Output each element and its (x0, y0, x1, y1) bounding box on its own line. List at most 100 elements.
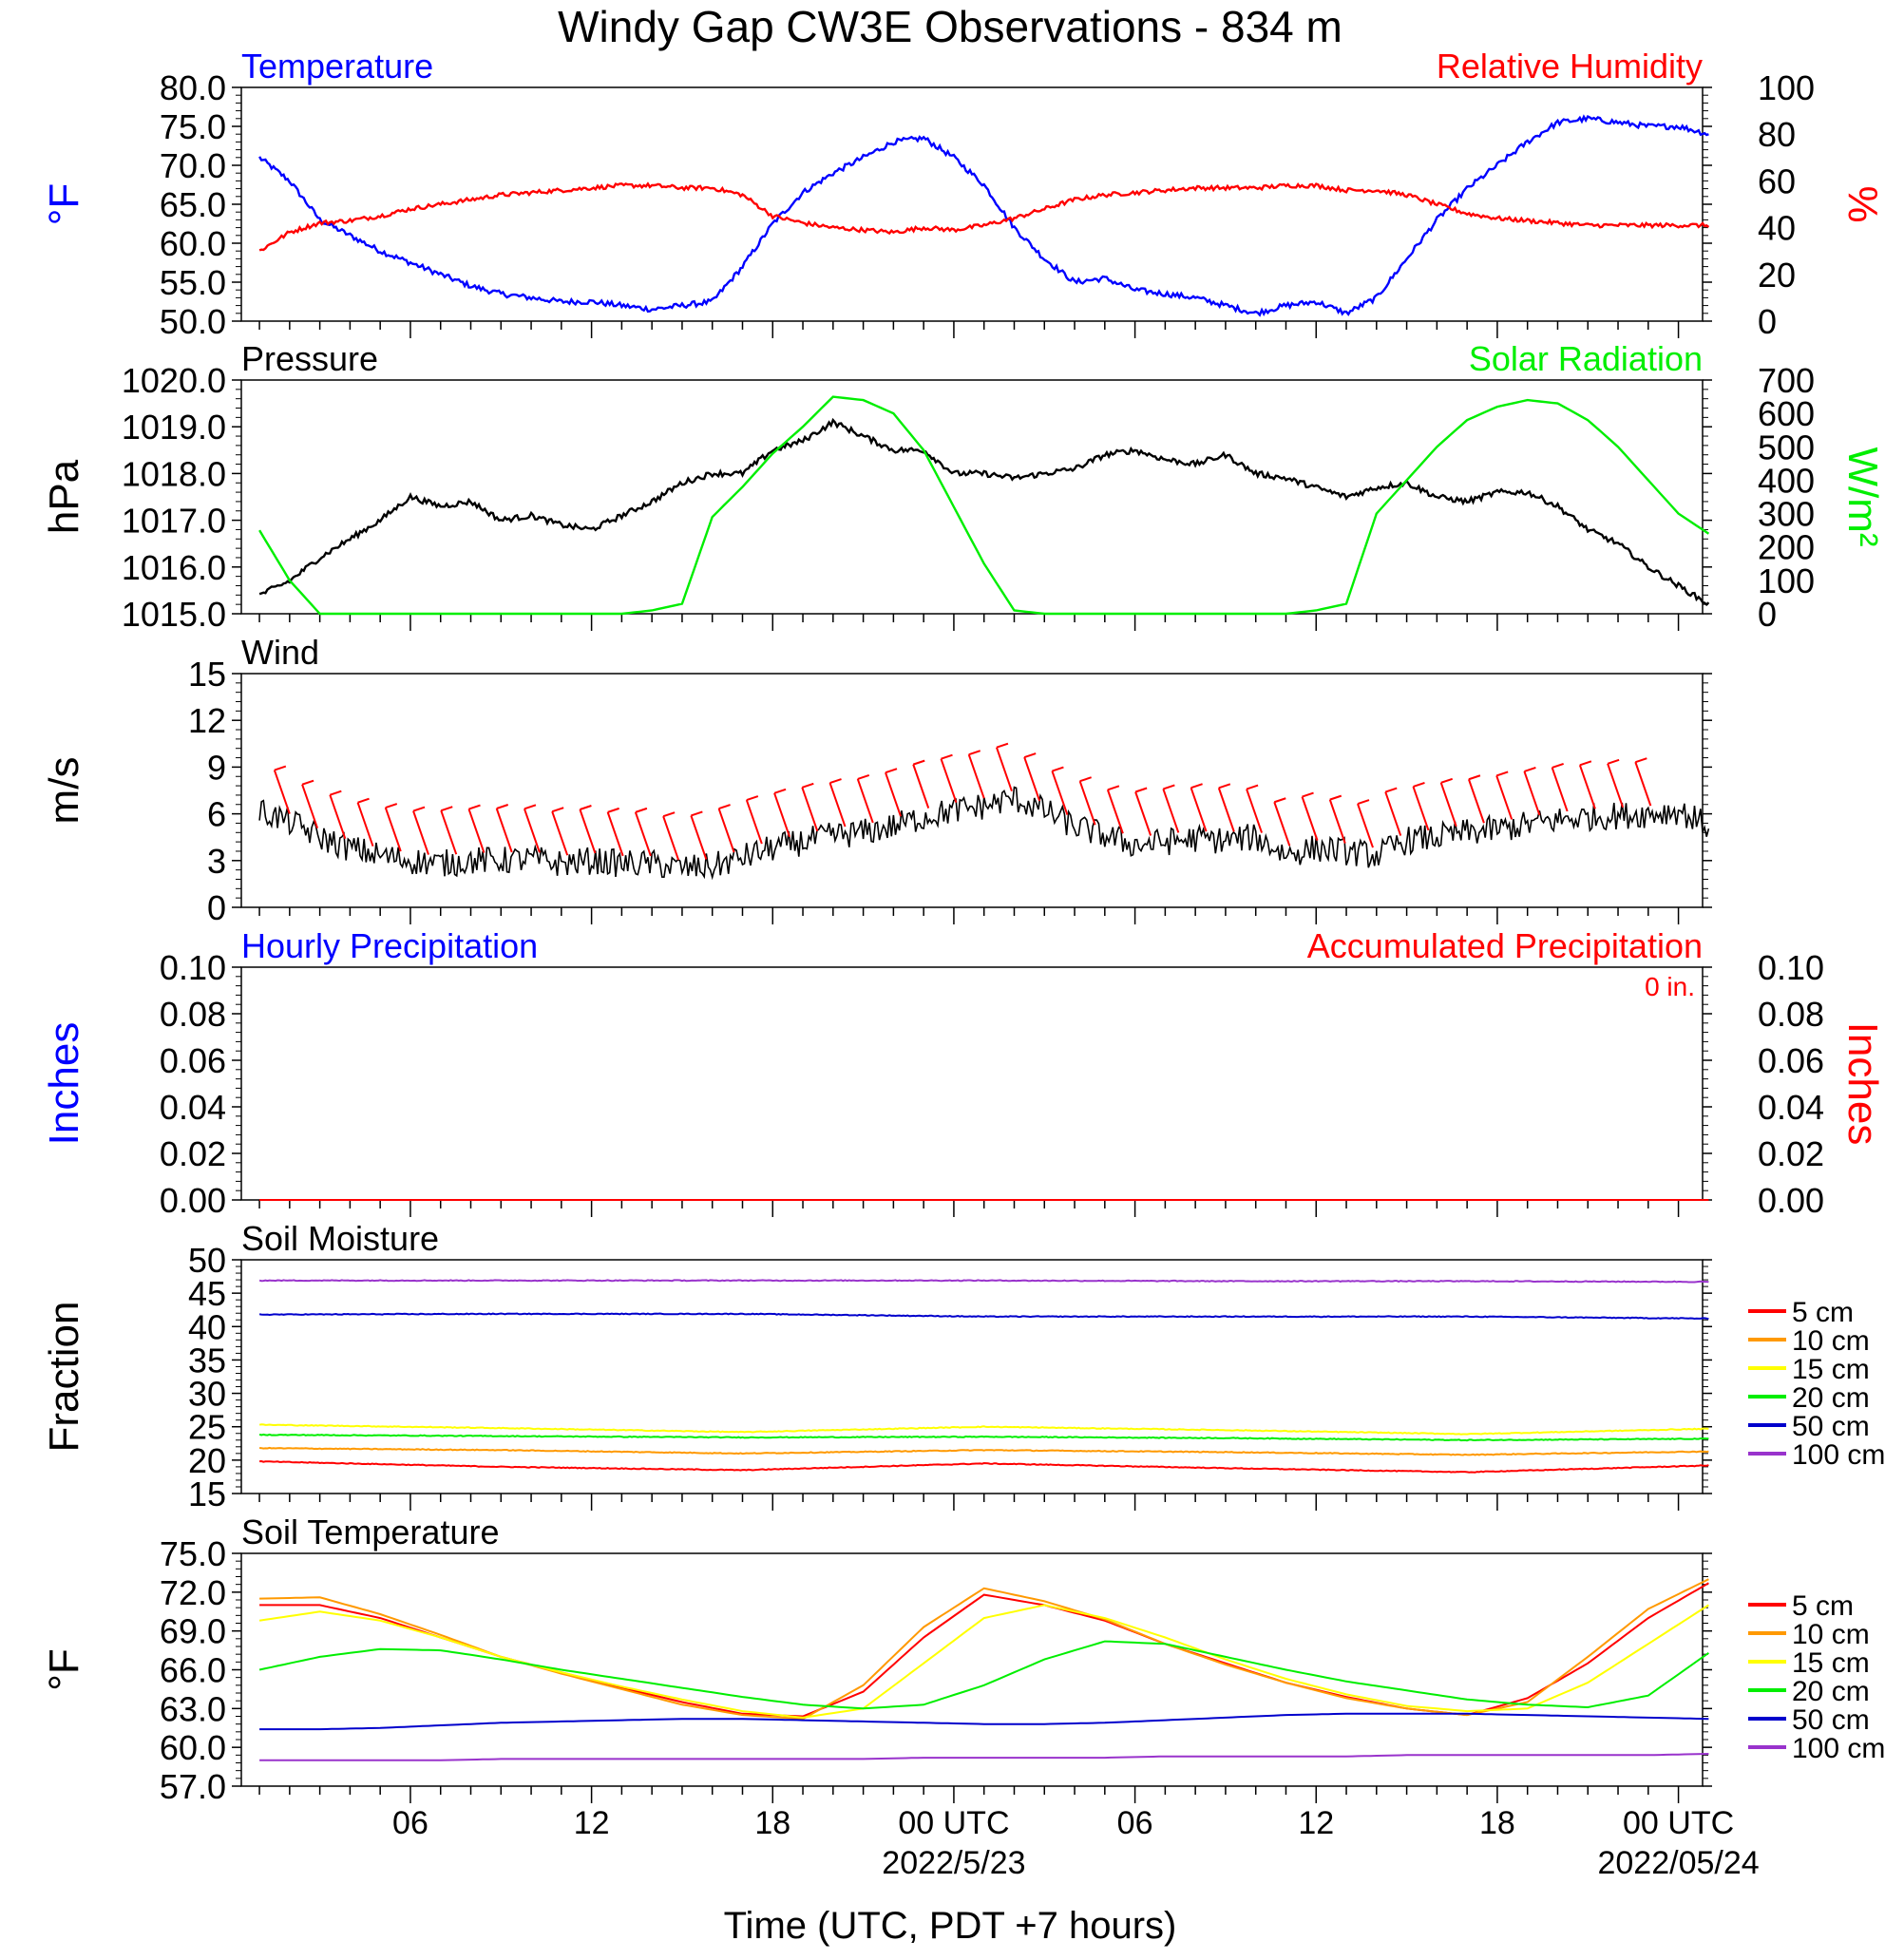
wind-barb-flag (607, 807, 619, 813)
panel-title-left: Wind (241, 633, 319, 672)
wind-barb-shaft (1023, 756, 1041, 802)
y-tick-label-left: 80.0 (160, 68, 226, 107)
wind-barb-shaft (273, 770, 291, 814)
wind-barb-flag (385, 803, 398, 809)
y-tick-label-left: 72.0 (160, 1573, 226, 1612)
y-tick-label-left: 1015.0 (122, 595, 226, 634)
wind-barb-flag (496, 804, 509, 809)
wind-barb-flag (1579, 760, 1592, 767)
wind-barb-shaft (384, 807, 402, 852)
panel-annotation: 0 in. (1645, 972, 1695, 1001)
wind-barb-shaft (1412, 786, 1430, 831)
wind-barb-shaft (495, 808, 513, 853)
panel-frame (240, 1259, 1704, 1494)
wind-barb-flag (662, 811, 676, 818)
y-tick-label-right: 700 (1758, 361, 1815, 400)
y-tick-label-left: 1020.0 (122, 361, 226, 400)
legend-label: 100 cm (1792, 1439, 1885, 1471)
y-tick-label-left: 50.0 (160, 302, 226, 341)
legend-label: 100 cm (1792, 1733, 1885, 1764)
x-tick-date: 2022/5/23 (882, 1845, 1025, 1881)
legend-label: 5 cm (1792, 1590, 1854, 1622)
y-tick-label-left: 0.10 (160, 948, 226, 987)
y-tick-label-right: 80 (1758, 115, 1796, 154)
wind-barb-flag (968, 750, 981, 756)
series-line-relative-humidity (258, 181, 1710, 252)
chart-title: Windy Gap CW3E Observations - 834 m (558, 2, 1342, 51)
y-tick-label-left: 0.00 (160, 1181, 226, 1220)
y-axis-label-left: m/s (41, 757, 87, 825)
x-tick-label: 06 (1117, 1805, 1153, 1841)
wind-barb-flag (1052, 766, 1064, 772)
wind-barb-flag (1468, 774, 1481, 781)
wind-barb-shaft (329, 794, 347, 839)
wind-barb-shaft (1578, 764, 1596, 809)
wind-barb-flag (912, 759, 925, 766)
y-tick-label-left: 45 (188, 1274, 226, 1313)
wind-barb-shaft (1217, 788, 1235, 832)
y-tick-label-left: 60.0 (160, 1728, 226, 1767)
y-tick-label-right: 0 (1758, 302, 1777, 341)
panel-title-left: Soil Moisture (241, 1219, 439, 1258)
y-tick-label-right: 500 (1758, 428, 1815, 466)
panel-title-left: Hourly Precipitation (241, 926, 538, 965)
y-tick-label-left: 6 (207, 795, 226, 834)
y-tick-label-left: 0.02 (160, 1134, 226, 1173)
wind-barb-shaft (1078, 780, 1096, 826)
series-line-pressure (258, 417, 1710, 607)
y-tick-label-right: 400 (1758, 461, 1815, 500)
y-tick-label-left: 66.0 (160, 1651, 226, 1690)
wind-barb-flag (1635, 757, 1647, 764)
wind-barb-flag (691, 810, 703, 817)
y-tick-label-left: 75.0 (160, 1534, 226, 1573)
wind-barb-shaft (1273, 801, 1291, 847)
wind-barb-shaft (1607, 763, 1625, 809)
panel-title-right: Accumulated Precipitation (1307, 926, 1703, 965)
legend-label: 15 cm (1792, 1647, 1870, 1679)
panels: 80.075.070.065.060.055.050.0100806040200… (41, 47, 1886, 1806)
y-tick-label-left: 1016.0 (122, 548, 226, 587)
x-tick-label: 12 (1298, 1805, 1334, 1841)
wind-barb-flag (1607, 758, 1620, 765)
wind-barb-flag (885, 768, 898, 774)
wind-barb-flag (1302, 791, 1314, 798)
wind-barb-shaft (912, 764, 930, 809)
y-axis-label-right: % (1839, 185, 1886, 222)
panel-title-left: Temperature (241, 47, 433, 86)
wind-barb-flag (1190, 783, 1203, 790)
series-line-15-cm (258, 1423, 1709, 1436)
wind-barb-shaft (524, 809, 541, 853)
y-tick-label-right: 0.00 (1758, 1181, 1824, 1220)
series-line-100-cm (258, 1279, 1709, 1284)
y-tick-label-left: 15 (188, 655, 226, 694)
panel-5: 75.072.069.066.063.060.057.0 Soil Tempera… (41, 1513, 1885, 1806)
y-tick-label-left: 20 (188, 1441, 226, 1480)
y-axis-label-left: °F (41, 183, 87, 225)
wind-barb-shaft (1246, 789, 1264, 833)
wind-barb-flag (357, 797, 370, 804)
wind-barb-flag (718, 804, 731, 810)
wind-barb-flag (801, 782, 814, 789)
panel-3: 0.10 0.08 0.06 0.04 0.02 0.00 0.10 0.08 0.06 0.04… (41, 926, 1886, 1220)
y-tick-label-left: 9 (207, 748, 226, 787)
wind-barb-shaft (1551, 767, 1569, 812)
y-tick-label-left: 40 (188, 1307, 226, 1346)
wind-barb-flag (468, 804, 481, 810)
y-tick-label-left: 1019.0 (122, 408, 226, 447)
wind-barb-shaft (996, 747, 1013, 791)
wind-barb-flag (829, 778, 842, 784)
wind-barb-flag (301, 779, 314, 786)
wind-barb-shaft (1523, 771, 1541, 816)
x-tick-label: 18 (754, 1805, 790, 1841)
legend-label: 10 cm (1792, 1619, 1870, 1650)
panel-frame (240, 379, 1704, 615)
wind-barb-flag (773, 788, 787, 794)
wind-barb-flag (1357, 799, 1370, 806)
wind-barb-flag (1329, 794, 1342, 801)
wind-barb-shaft (662, 815, 680, 861)
wind-barb-shaft (1106, 789, 1124, 834)
wind-barb-flag (1524, 766, 1536, 772)
wind-barb-shaft (885, 771, 902, 817)
